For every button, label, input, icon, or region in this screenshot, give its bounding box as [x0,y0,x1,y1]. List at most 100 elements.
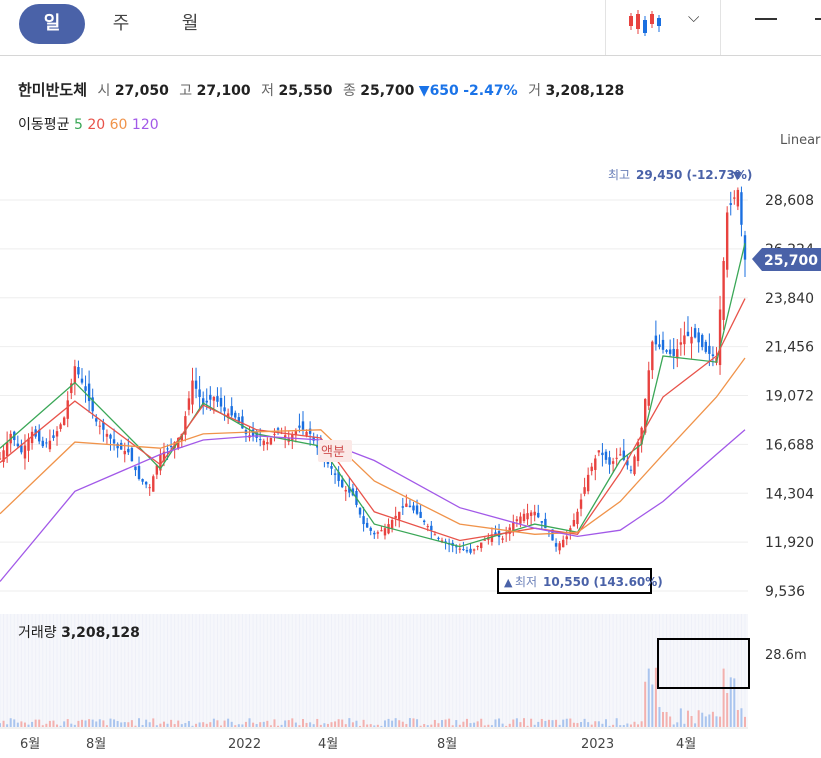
volume-bar [184,723,187,727]
candle-body [0,458,2,460]
y-tick-label: 14,304 [765,486,814,502]
volume-bar [526,725,529,727]
ex-dividend-marker [318,440,352,462]
minimize-icon[interactable] [755,18,777,20]
candle-body [41,440,44,447]
volume-bar [141,725,144,727]
candle-body [134,466,137,471]
tab-month[interactable]: 월 [181,13,199,34]
candle-body [383,528,387,536]
volume-bar [301,719,304,727]
toolbar-divider [605,0,606,55]
volume-bar [155,725,158,727]
volume-bar [2,720,5,727]
candle-body [62,417,66,426]
volume-bar [615,718,618,727]
candle-body [209,394,212,400]
candle-body [291,434,294,441]
tab-week[interactable]: 주 [112,13,130,34]
candle-body [540,521,544,523]
candle-body [611,461,615,464]
volume-bar [555,719,558,727]
candle-body [298,425,301,428]
candle-body [572,519,576,527]
volume-bar [637,724,640,727]
candle-body [316,445,319,448]
volume-bar [455,720,458,727]
candle-body [148,487,151,489]
moving-average-legend[interactable]: 이동평균 5 20 60 120 [18,114,159,134]
volume-bar [533,724,536,727]
volume-bar [152,718,155,727]
candle-body [205,400,208,403]
candle-body [722,260,725,320]
volume-bar [515,718,518,727]
volume-bar [437,723,440,727]
volume-bar [654,667,657,727]
candle-body [341,479,344,488]
low-marker-arrow: ▲ [504,576,513,589]
volume-bar [736,710,739,727]
candle-body [633,456,636,475]
candle-body [184,416,187,435]
candle-body [515,519,519,522]
volume-bar [444,719,447,727]
volume-bar [287,720,290,727]
ma-line-60 [0,357,746,535]
candle-body [501,538,504,540]
candle-body [301,421,305,430]
volume-bar [690,716,693,727]
volume-label: 거 [528,83,541,99]
candle-body [330,466,333,469]
volume-bar [230,721,233,727]
chevron-down-icon[interactable]: ⌵ [688,8,700,26]
volume-bar [134,725,137,727]
candle-body [651,341,654,371]
candle-body [408,505,412,507]
volume-bar [63,721,66,727]
volume-bar [291,718,294,727]
volume-bar [212,718,215,727]
candlestick-icon[interactable] [628,8,662,38]
candle-body [159,454,162,471]
candle-body [198,389,201,397]
candle-body [736,189,740,207]
candle-body [604,451,608,460]
volume-bar [580,721,583,727]
scale-mode-toggle[interactable]: Linear [780,133,821,148]
candle-body [266,442,269,445]
volume-bar [113,719,116,727]
candle-body [718,309,722,366]
volume-bar [726,693,729,727]
volume-bar [441,720,444,727]
candle-body [376,532,380,534]
candle-body [127,448,130,453]
volume-bar [740,708,743,727]
volume-bar [383,720,386,727]
candle-body [237,417,241,423]
volume-bar [127,722,130,727]
volume-panel-label: 거래량 [18,625,57,641]
volume-bar [369,724,372,727]
y-tick-label: 11,920 [765,535,814,551]
volume-bar [658,707,661,727]
volume-bar [715,716,718,727]
candle-body [230,406,233,416]
x-tick-label: 6월 [20,737,40,752]
volume-bar [205,723,208,727]
tab-day[interactable]: 일 [19,4,85,44]
volume-bar [701,712,704,727]
candle-body [141,479,144,482]
candle-body [586,474,590,492]
candle-body [711,354,715,356]
candle-body [597,450,601,453]
candle-body [583,487,586,494]
minus-icon[interactable] [815,18,821,20]
candle-body [294,431,298,435]
candle-body [522,513,526,522]
volume-bar [394,718,397,727]
volume-bar [316,718,319,727]
candle-body [105,433,109,437]
volume-bar [633,721,636,727]
